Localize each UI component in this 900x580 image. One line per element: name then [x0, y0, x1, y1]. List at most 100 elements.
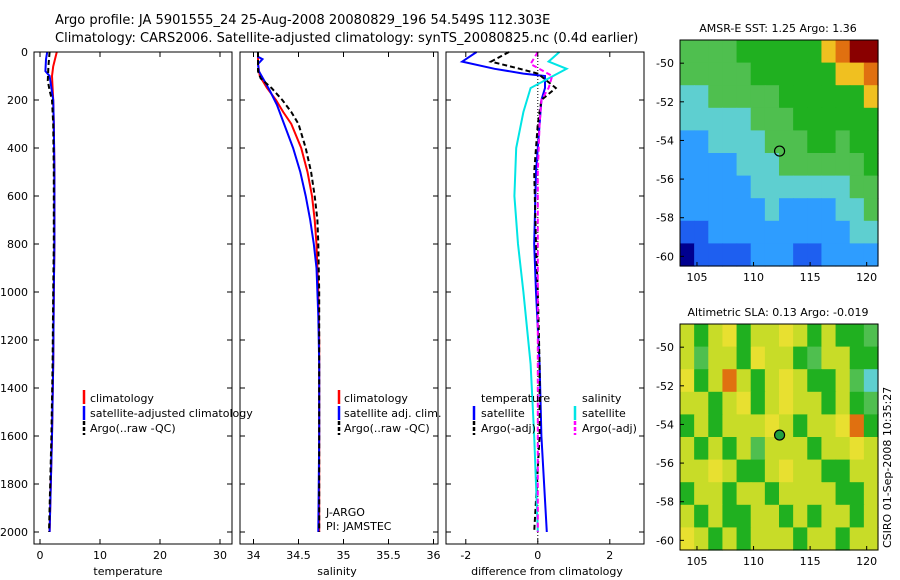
heatmap-cell [807, 414, 823, 438]
annotation-j-argo: J-ARGO [325, 506, 365, 519]
heatmap-cell [807, 175, 823, 199]
heatmap-cell [694, 324, 709, 348]
heatmap-cell [863, 504, 879, 528]
heatmap-cell [807, 85, 823, 109]
temperature-series [44, 51, 58, 533]
heatmap-cell [750, 324, 766, 348]
series-line-difference-3 [529, 51, 554, 532]
sla-map-panel: Altimetric SLA: 0.13 Argo: -0.019 105 110… [656, 306, 879, 568]
heatmap-cell [722, 243, 738, 267]
heatmap-cell [793, 459, 808, 483]
heatmap-cell [750, 220, 766, 244]
heatmap-cell [849, 175, 865, 199]
heatmap-cell [722, 107, 738, 131]
y-tick-label: 1800 [0, 478, 28, 491]
map-x-tick-label: 120 [856, 555, 877, 568]
heatmap-cell [807, 369, 823, 393]
heatmap-cell [835, 391, 851, 415]
heatmap-cell [793, 324, 808, 348]
heatmap-cell [821, 504, 837, 528]
heatmap-cell [863, 414, 879, 438]
heatmap-cell [764, 130, 780, 154]
heatmap-cell [835, 459, 851, 483]
heatmap-cell [779, 243, 794, 267]
legend-label-satellite: satellite-adjusted climatology [90, 407, 253, 420]
map-y-tick-label: -60 [656, 534, 674, 547]
heatmap-cell [849, 220, 865, 244]
heatmap-cell [750, 107, 766, 131]
heatmap-cell [779, 437, 794, 461]
heatmap-cell [750, 175, 766, 199]
heatmap-cell [807, 482, 823, 506]
legend-label-argo: Argo(..raw -QC) [344, 422, 430, 435]
heatmap-cell [849, 437, 865, 461]
heatmap-cell [821, 175, 837, 199]
map-y-tick-label: -50 [656, 341, 674, 354]
heatmap-cell [849, 324, 865, 348]
heatmap-cell [764, 243, 780, 267]
heatmap-cell [835, 107, 851, 131]
heatmap-cell [863, 198, 879, 222]
y-tick-label: 1600 [0, 430, 28, 443]
legend-label-satellite: satellite adj. clim. [344, 407, 441, 420]
heatmap-cell [708, 107, 724, 131]
heatmap-cell [764, 40, 780, 64]
heatmap-cell [863, 346, 879, 370]
heatmap-cell [849, 527, 865, 551]
map-y-tick-label: -54 [656, 418, 674, 431]
sla-map-frame [679, 323, 879, 551]
legend-label-climatology: climatology [90, 392, 154, 405]
heatmap-cell [764, 346, 780, 370]
heatmap-cell [736, 437, 752, 461]
heatmap-cell [793, 85, 808, 109]
heatmap-cell [694, 175, 709, 199]
heatmap-cell [835, 62, 851, 86]
sst-map-ticks: 105 110 115 120 -50 -52 -54 -56 -58 -60 [656, 57, 877, 284]
temperature-panel: 0 10 20 30 0 200 400 600 800 1000 1200 1400 1600 1800… [0, 46, 253, 578]
heatmap-cell [793, 527, 808, 551]
heatmap-cell [680, 107, 695, 131]
heatmap-cell [863, 85, 879, 109]
heatmap-cell [835, 175, 851, 199]
heatmap-cell [736, 220, 752, 244]
heatmap-cell [779, 62, 794, 86]
heatmap-cell [807, 324, 823, 348]
heatmap-cell [821, 437, 837, 461]
heatmap-cell [694, 391, 709, 415]
heatmap-cell [680, 459, 695, 483]
argo-location-marker [773, 429, 786, 441]
legend-label-climatology: climatology [344, 392, 408, 405]
heatmap-cell [694, 40, 709, 64]
heatmap-cell [736, 198, 752, 222]
heatmap-cell [835, 504, 851, 528]
map-y-tick-label: -56 [656, 173, 674, 186]
series-line-difference-2 [513, 51, 569, 533]
heatmap-cell [694, 504, 709, 528]
heatmap-cell [807, 107, 823, 131]
heatmap-cell [694, 198, 709, 222]
map-y-tick-label: -52 [656, 96, 674, 109]
heatmap-cell [764, 504, 780, 528]
heatmap-cell [849, 153, 865, 177]
legend-header-salinity: salinity [582, 392, 622, 405]
heatmap-cell [764, 437, 780, 461]
heatmap-cell [722, 527, 738, 551]
heatmap-cell [807, 346, 823, 370]
sla-map-heatmap [680, 324, 879, 551]
heatmap-cell [863, 391, 879, 415]
heatmap-cell [821, 324, 837, 348]
x-tick-label: 20 [153, 549, 167, 562]
heatmap-cell [750, 482, 766, 506]
heatmap-cell [708, 459, 724, 483]
heatmap-cell [736, 369, 752, 393]
series-line-salinity-0 [257, 52, 321, 532]
heatmap-cell [680, 85, 695, 109]
x-tick-label: 0 [534, 549, 541, 562]
heatmap-cell [793, 437, 808, 461]
heatmap-cell [807, 130, 823, 154]
heatmap-cell [849, 243, 865, 267]
heatmap-cell [694, 85, 709, 109]
x-tick-label: 34 [247, 549, 261, 562]
heatmap-cell [708, 504, 724, 528]
legend-label-sal-satellite: satellite [582, 407, 626, 420]
